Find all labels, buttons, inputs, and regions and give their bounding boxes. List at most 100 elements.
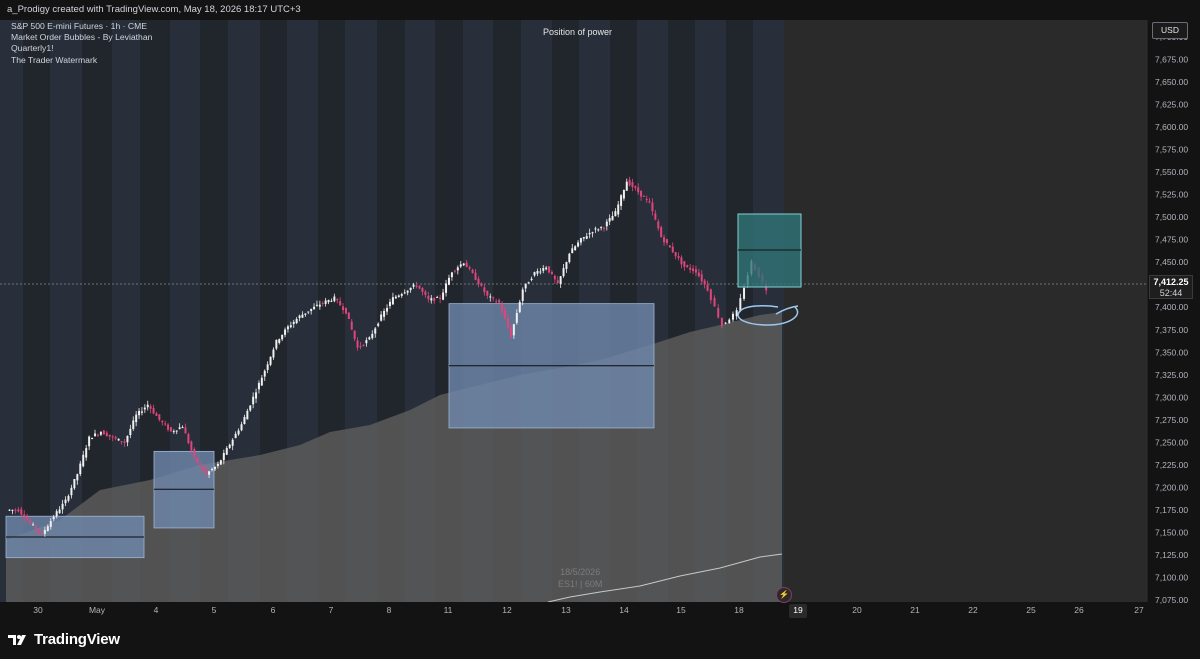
candle-body xyxy=(292,321,295,324)
candle-body xyxy=(694,269,697,273)
candle-body xyxy=(365,340,368,344)
price-tick-label: 7,225.00 xyxy=(1155,460,1188,470)
candle-body xyxy=(412,284,415,287)
candle-body xyxy=(278,339,281,343)
time-axis[interactable]: 30 May 4 5 6 7 8 11 12 13 14 15 18 19 20 21 22 25 26 27 xyxy=(33,604,1144,618)
candle-body xyxy=(442,292,445,300)
price-tick-label: 7,075.00 xyxy=(1155,595,1188,605)
candle-body xyxy=(588,232,591,235)
candle-body xyxy=(359,346,362,348)
legend-symbol[interactable]: S&P 500 E-mini Futures · 1h · CME xyxy=(11,21,147,31)
candle-body xyxy=(668,245,671,248)
candle-body xyxy=(628,179,631,186)
session-band xyxy=(0,0,23,602)
current-price-value: 7,412.25 xyxy=(1153,277,1189,287)
candle-body xyxy=(11,509,14,511)
candle-body xyxy=(418,285,421,289)
candle-body xyxy=(178,427,181,430)
candle-body xyxy=(640,190,643,197)
candle-body xyxy=(368,337,371,340)
candle-body xyxy=(415,285,418,287)
price-tick-label: 7,325.00 xyxy=(1155,370,1188,380)
time-tick-highlight xyxy=(789,604,807,618)
candle-body xyxy=(61,503,64,510)
time-tick-label: 27 xyxy=(1134,605,1144,615)
candle-body xyxy=(374,328,377,334)
candle-body xyxy=(184,427,187,434)
candle-body xyxy=(298,315,301,318)
candle-body xyxy=(362,344,365,346)
candle-body xyxy=(400,294,403,296)
candle-body xyxy=(542,268,545,271)
candle-body xyxy=(202,467,205,471)
candle-body xyxy=(105,432,108,437)
candle-body xyxy=(553,275,556,280)
candle-body xyxy=(465,262,468,268)
candle-body xyxy=(562,268,565,277)
candle-body xyxy=(450,272,453,278)
legend-indicator-bubbles[interactable]: Market Order Bubbles - By Leviathan xyxy=(11,32,153,43)
time-tick-label: 19 xyxy=(793,605,803,615)
candle-body xyxy=(597,229,600,231)
candle-body xyxy=(383,311,386,317)
candle-body xyxy=(617,204,620,215)
price-tick-label: 7,575.00 xyxy=(1155,145,1188,155)
candle-body xyxy=(651,202,654,212)
candle-body xyxy=(313,306,316,310)
price-tick-label: 7,550.00 xyxy=(1155,167,1188,177)
candle-body xyxy=(286,326,289,330)
candle-body xyxy=(281,334,284,340)
candle-body xyxy=(506,318,509,328)
legend-indicator-watermark[interactable]: The Trader Watermark xyxy=(11,54,98,65)
candle-body xyxy=(111,436,114,438)
candle-body xyxy=(545,267,548,270)
price-tick-label: 7,100.00 xyxy=(1155,572,1188,582)
candle-body xyxy=(167,424,170,430)
candle-body xyxy=(568,253,571,263)
time-tick-label: 7 xyxy=(329,605,334,615)
time-tick-label: 8 xyxy=(387,605,392,615)
candle-body xyxy=(138,410,141,416)
candle-body xyxy=(739,298,742,312)
legend-indicator-quarterly[interactable]: Quarterly1! xyxy=(11,43,54,54)
candle-body xyxy=(213,466,216,470)
tradingview-logo[interactable]: TradingView xyxy=(8,631,120,648)
candle-body xyxy=(135,414,138,423)
candle-body xyxy=(474,272,477,280)
candle-body xyxy=(187,434,190,444)
candle-body xyxy=(614,211,617,217)
candle-body xyxy=(371,333,374,339)
candle-body xyxy=(35,525,38,530)
currency-button[interactable]: USD xyxy=(1152,22,1188,39)
candle-body xyxy=(447,277,450,285)
time-tick-label: 26 xyxy=(1074,605,1084,615)
candle-body xyxy=(677,256,680,258)
candle-body xyxy=(146,404,149,408)
candle-body xyxy=(509,327,512,338)
lightning-icon[interactable]: ⚡ xyxy=(776,587,792,603)
candle-body xyxy=(29,520,32,524)
candle-body xyxy=(301,314,304,318)
candle-body xyxy=(91,437,94,440)
candle-body xyxy=(453,270,456,272)
price-axis[interactable]: 7,700.007,675.007,650.007,625.007,600.00… xyxy=(1155,32,1188,605)
time-tick-label: 12 xyxy=(502,605,512,615)
candle-body xyxy=(459,264,462,267)
candle-body xyxy=(266,364,269,370)
candle-body xyxy=(49,521,52,527)
candle-body xyxy=(315,304,318,306)
candle-body xyxy=(692,268,695,272)
price-tick-label: 7,450.00 xyxy=(1155,257,1188,267)
candle-body xyxy=(391,297,394,305)
candle-body xyxy=(129,428,132,436)
candle-body xyxy=(172,431,175,433)
candle-body xyxy=(208,471,211,475)
candle-body xyxy=(23,514,26,519)
candle-body xyxy=(495,301,498,303)
candle-body xyxy=(634,186,637,188)
candle-body xyxy=(527,282,530,284)
time-axis-bg xyxy=(0,602,1147,620)
candle-body xyxy=(571,248,574,254)
candle-body xyxy=(342,306,345,311)
